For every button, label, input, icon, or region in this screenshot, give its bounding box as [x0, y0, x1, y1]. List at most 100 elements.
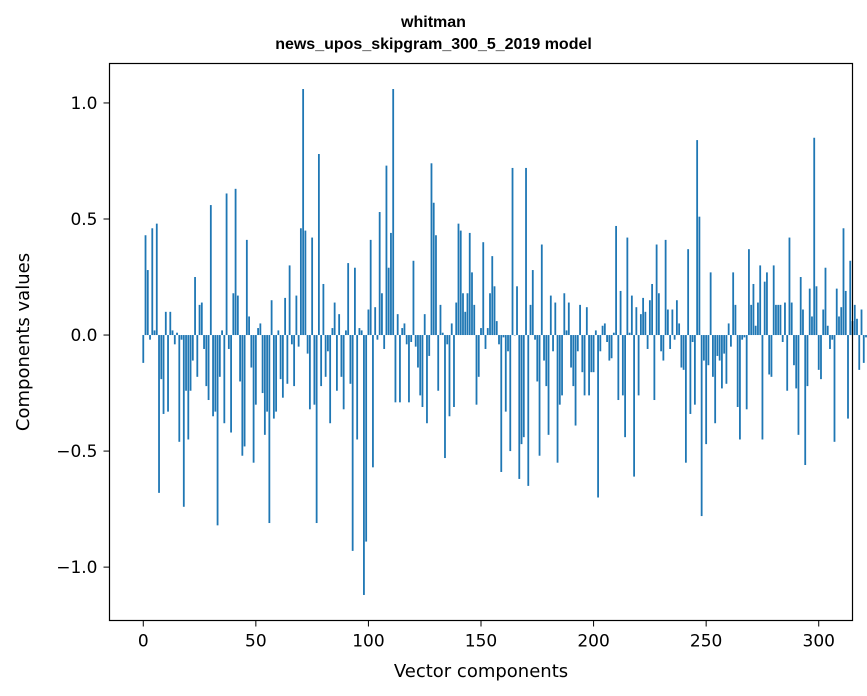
bar-47	[248, 316, 250, 336]
bar-159	[500, 335, 503, 472]
bar-237	[675, 300, 678, 336]
bar-254	[714, 335, 717, 424]
bar-97	[360, 330, 363, 336]
bar-54	[263, 335, 266, 435]
bar-44	[241, 335, 244, 456]
bar-9	[162, 335, 165, 414]
bar-167	[518, 335, 521, 479]
bar-265	[739, 335, 741, 440]
bar-77	[315, 335, 318, 524]
bar-40	[232, 293, 235, 336]
bar-306	[831, 335, 834, 340]
bar-242	[687, 249, 690, 336]
bar-213	[621, 335, 624, 396]
bar-297	[811, 316, 813, 336]
bar-115	[401, 328, 404, 336]
bar-203	[599, 335, 602, 352]
x-tick-label: 0	[138, 632, 149, 652]
bar-169	[522, 335, 525, 438]
bar-311	[842, 228, 845, 336]
bar-197	[585, 307, 588, 336]
bar-72	[304, 230, 307, 336]
bar-60	[277, 330, 280, 336]
bar-319	[860, 309, 863, 336]
bar-303	[824, 267, 827, 336]
bar-143	[464, 311, 467, 336]
bar-216	[628, 332, 631, 336]
bar-178	[543, 335, 545, 361]
bar-148	[475, 335, 478, 405]
bar-227	[653, 335, 656, 401]
bar-120	[412, 260, 415, 336]
bar-173	[531, 270, 534, 336]
bar-164	[511, 167, 514, 336]
bar-128	[430, 163, 433, 336]
bar-87	[338, 314, 341, 336]
bar-19	[185, 335, 187, 391]
bar-28	[205, 335, 208, 387]
bar-123	[419, 335, 422, 396]
bar-124	[421, 335, 424, 407]
bar-68	[295, 295, 298, 336]
bar-182	[552, 335, 554, 352]
bar-220	[637, 335, 640, 396]
x-tick-label: 100	[352, 632, 384, 652]
bar-1	[144, 235, 147, 336]
bar-185	[558, 335, 561, 405]
bar-295	[806, 335, 809, 387]
bar-234	[669, 335, 672, 349]
bar-93	[351, 335, 354, 551]
bar-235	[671, 309, 674, 336]
bar-61	[279, 335, 282, 380]
bar-22	[191, 335, 194, 361]
bar-226	[651, 283, 654, 336]
plot-frame	[108, 62, 854, 622]
bar-84	[331, 328, 334, 336]
bar-127	[428, 335, 431, 356]
bar-102	[372, 335, 374, 468]
bar-79	[320, 335, 323, 387]
bar-245	[693, 335, 696, 405]
bar-144	[466, 293, 469, 336]
bar-4	[151, 228, 154, 336]
bar-145	[468, 232, 471, 336]
bar-195	[581, 335, 584, 373]
bar-207	[608, 335, 611, 361]
bar-175	[536, 335, 539, 382]
bar-150	[480, 328, 482, 336]
bar-287	[788, 237, 791, 336]
bar-16	[178, 335, 181, 442]
bar-163	[509, 335, 512, 452]
bar-290	[795, 335, 798, 389]
bar-193	[576, 335, 579, 352]
bar-267	[743, 335, 746, 338]
bar-107	[383, 335, 386, 349]
bar-286	[786, 335, 789, 391]
bar-141	[459, 230, 462, 336]
bar-119	[410, 335, 413, 342]
bar-168	[520, 335, 523, 445]
bar-166	[516, 286, 518, 336]
bar-24	[196, 335, 199, 377]
bar-272	[754, 325, 757, 336]
bar-63	[284, 297, 287, 336]
bar-109	[387, 267, 390, 336]
bar-132	[439, 304, 442, 336]
bar-189	[567, 302, 570, 336]
bar-255	[716, 335, 719, 356]
bars-group	[142, 89, 867, 595]
bar-73	[306, 335, 309, 354]
bar-221	[639, 314, 642, 336]
bar-230	[660, 335, 663, 352]
bar-224	[646, 335, 649, 349]
bar-275	[761, 335, 764, 440]
bar-15	[176, 332, 178, 336]
x-tick-label: 300	[803, 632, 835, 652]
bar-108	[385, 165, 388, 336]
bar-129	[432, 202, 435, 336]
bar-65	[288, 265, 291, 336]
bar-89	[342, 335, 345, 410]
bar-239	[680, 335, 683, 368]
bar-96	[358, 328, 361, 336]
bar-201	[594, 330, 597, 336]
